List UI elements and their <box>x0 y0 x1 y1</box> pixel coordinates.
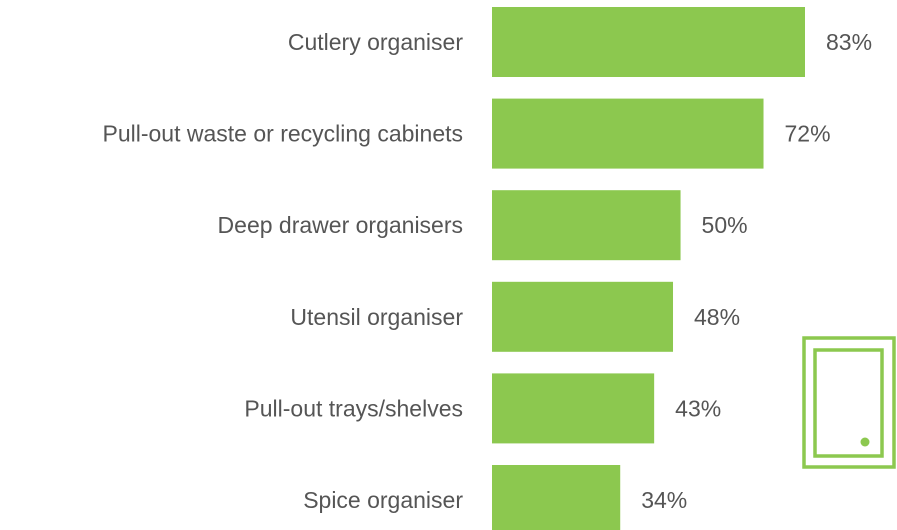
category-label-deep-drawer-organisers: Deep drawer organisers <box>218 212 463 238</box>
value-label-spice-organiser: 34% <box>641 487 687 513</box>
category-label-spice-organiser: Spice organiser <box>303 487 463 513</box>
cabinet-door-icon <box>802 336 896 469</box>
value-label-cutlery-organiser: 83% <box>826 29 872 55</box>
value-label-deep-drawer-organisers: 50% <box>702 212 748 238</box>
bar-deep-drawer-organisers <box>492 190 681 261</box>
bars-layer <box>492 7 805 530</box>
value-label-pull-out-trays-shelves: 43% <box>675 395 721 421</box>
category-label-cutlery-organiser: Cutlery organiser <box>288 29 463 55</box>
bar-utensil-organiser <box>492 281 674 352</box>
bar-spice-organiser <box>492 465 621 530</box>
category-label-utensil-organiser: Utensil organiser <box>290 304 463 330</box>
category-label-pull-out-waste-or-recycling-cabinets: Pull-out waste or recycling cabinets <box>103 121 464 147</box>
bar-pull-out-trays-shelves <box>492 373 655 444</box>
value-label-pull-out-waste-or-recycling-cabinets: 72% <box>785 121 831 147</box>
bar-pull-out-waste-or-recycling-cabinets <box>492 98 764 169</box>
labels-layer: Cutlery organiser 83% Pull-out waste or re… <box>103 29 873 513</box>
bar-cutlery-organiser <box>492 7 805 77</box>
value-label-utensil-organiser: 48% <box>694 304 740 330</box>
category-label-pull-out-trays-shelves: Pull-out trays/shelves <box>244 395 463 421</box>
